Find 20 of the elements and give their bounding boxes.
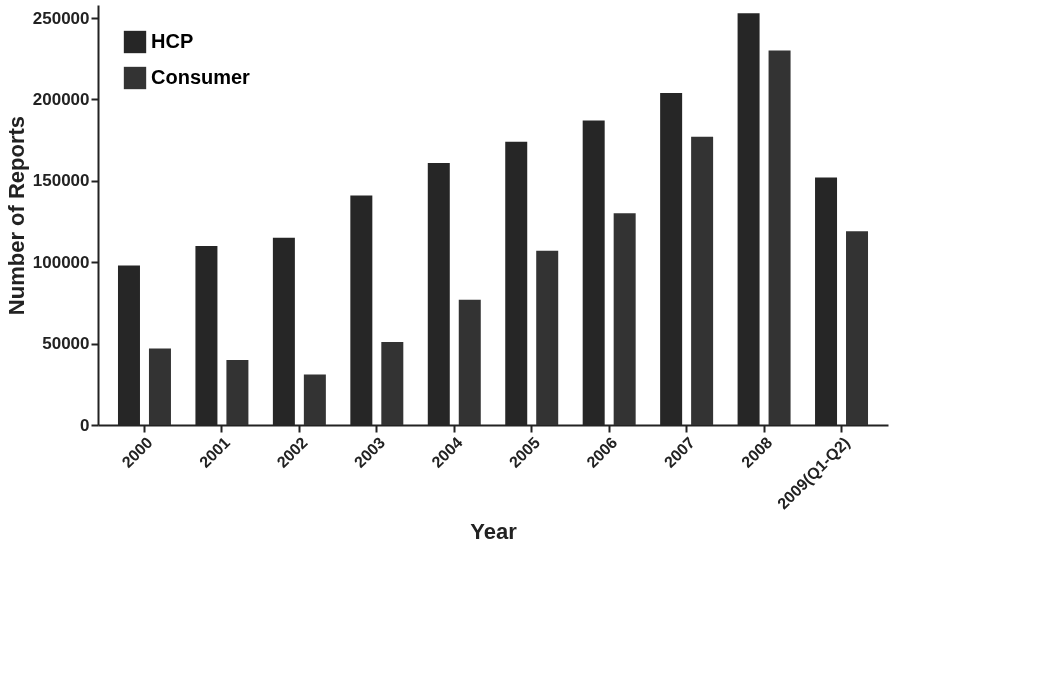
bar [303,374,326,425]
bar [768,50,791,425]
bar [536,250,559,425]
bar [691,136,714,425]
y-tick-label: 200000 [32,89,90,109]
y-tick-label: 50000 [42,334,90,354]
bar [846,231,869,425]
y-tick-label: 250000 [32,8,90,28]
bar [458,299,481,425]
y-tick-label: 150000 [32,171,90,191]
legend-label: Consumer [151,66,251,88]
y-tick-label: 100000 [32,252,90,272]
bar [381,341,404,425]
legend-label: HCP [151,30,194,52]
bar [613,213,636,425]
y-tick-label: 0 [80,415,90,435]
bar [226,359,249,425]
bar [148,348,171,425]
x-axis-title: Year [470,519,518,545]
y-axis-title: Number of Reports [3,115,29,316]
